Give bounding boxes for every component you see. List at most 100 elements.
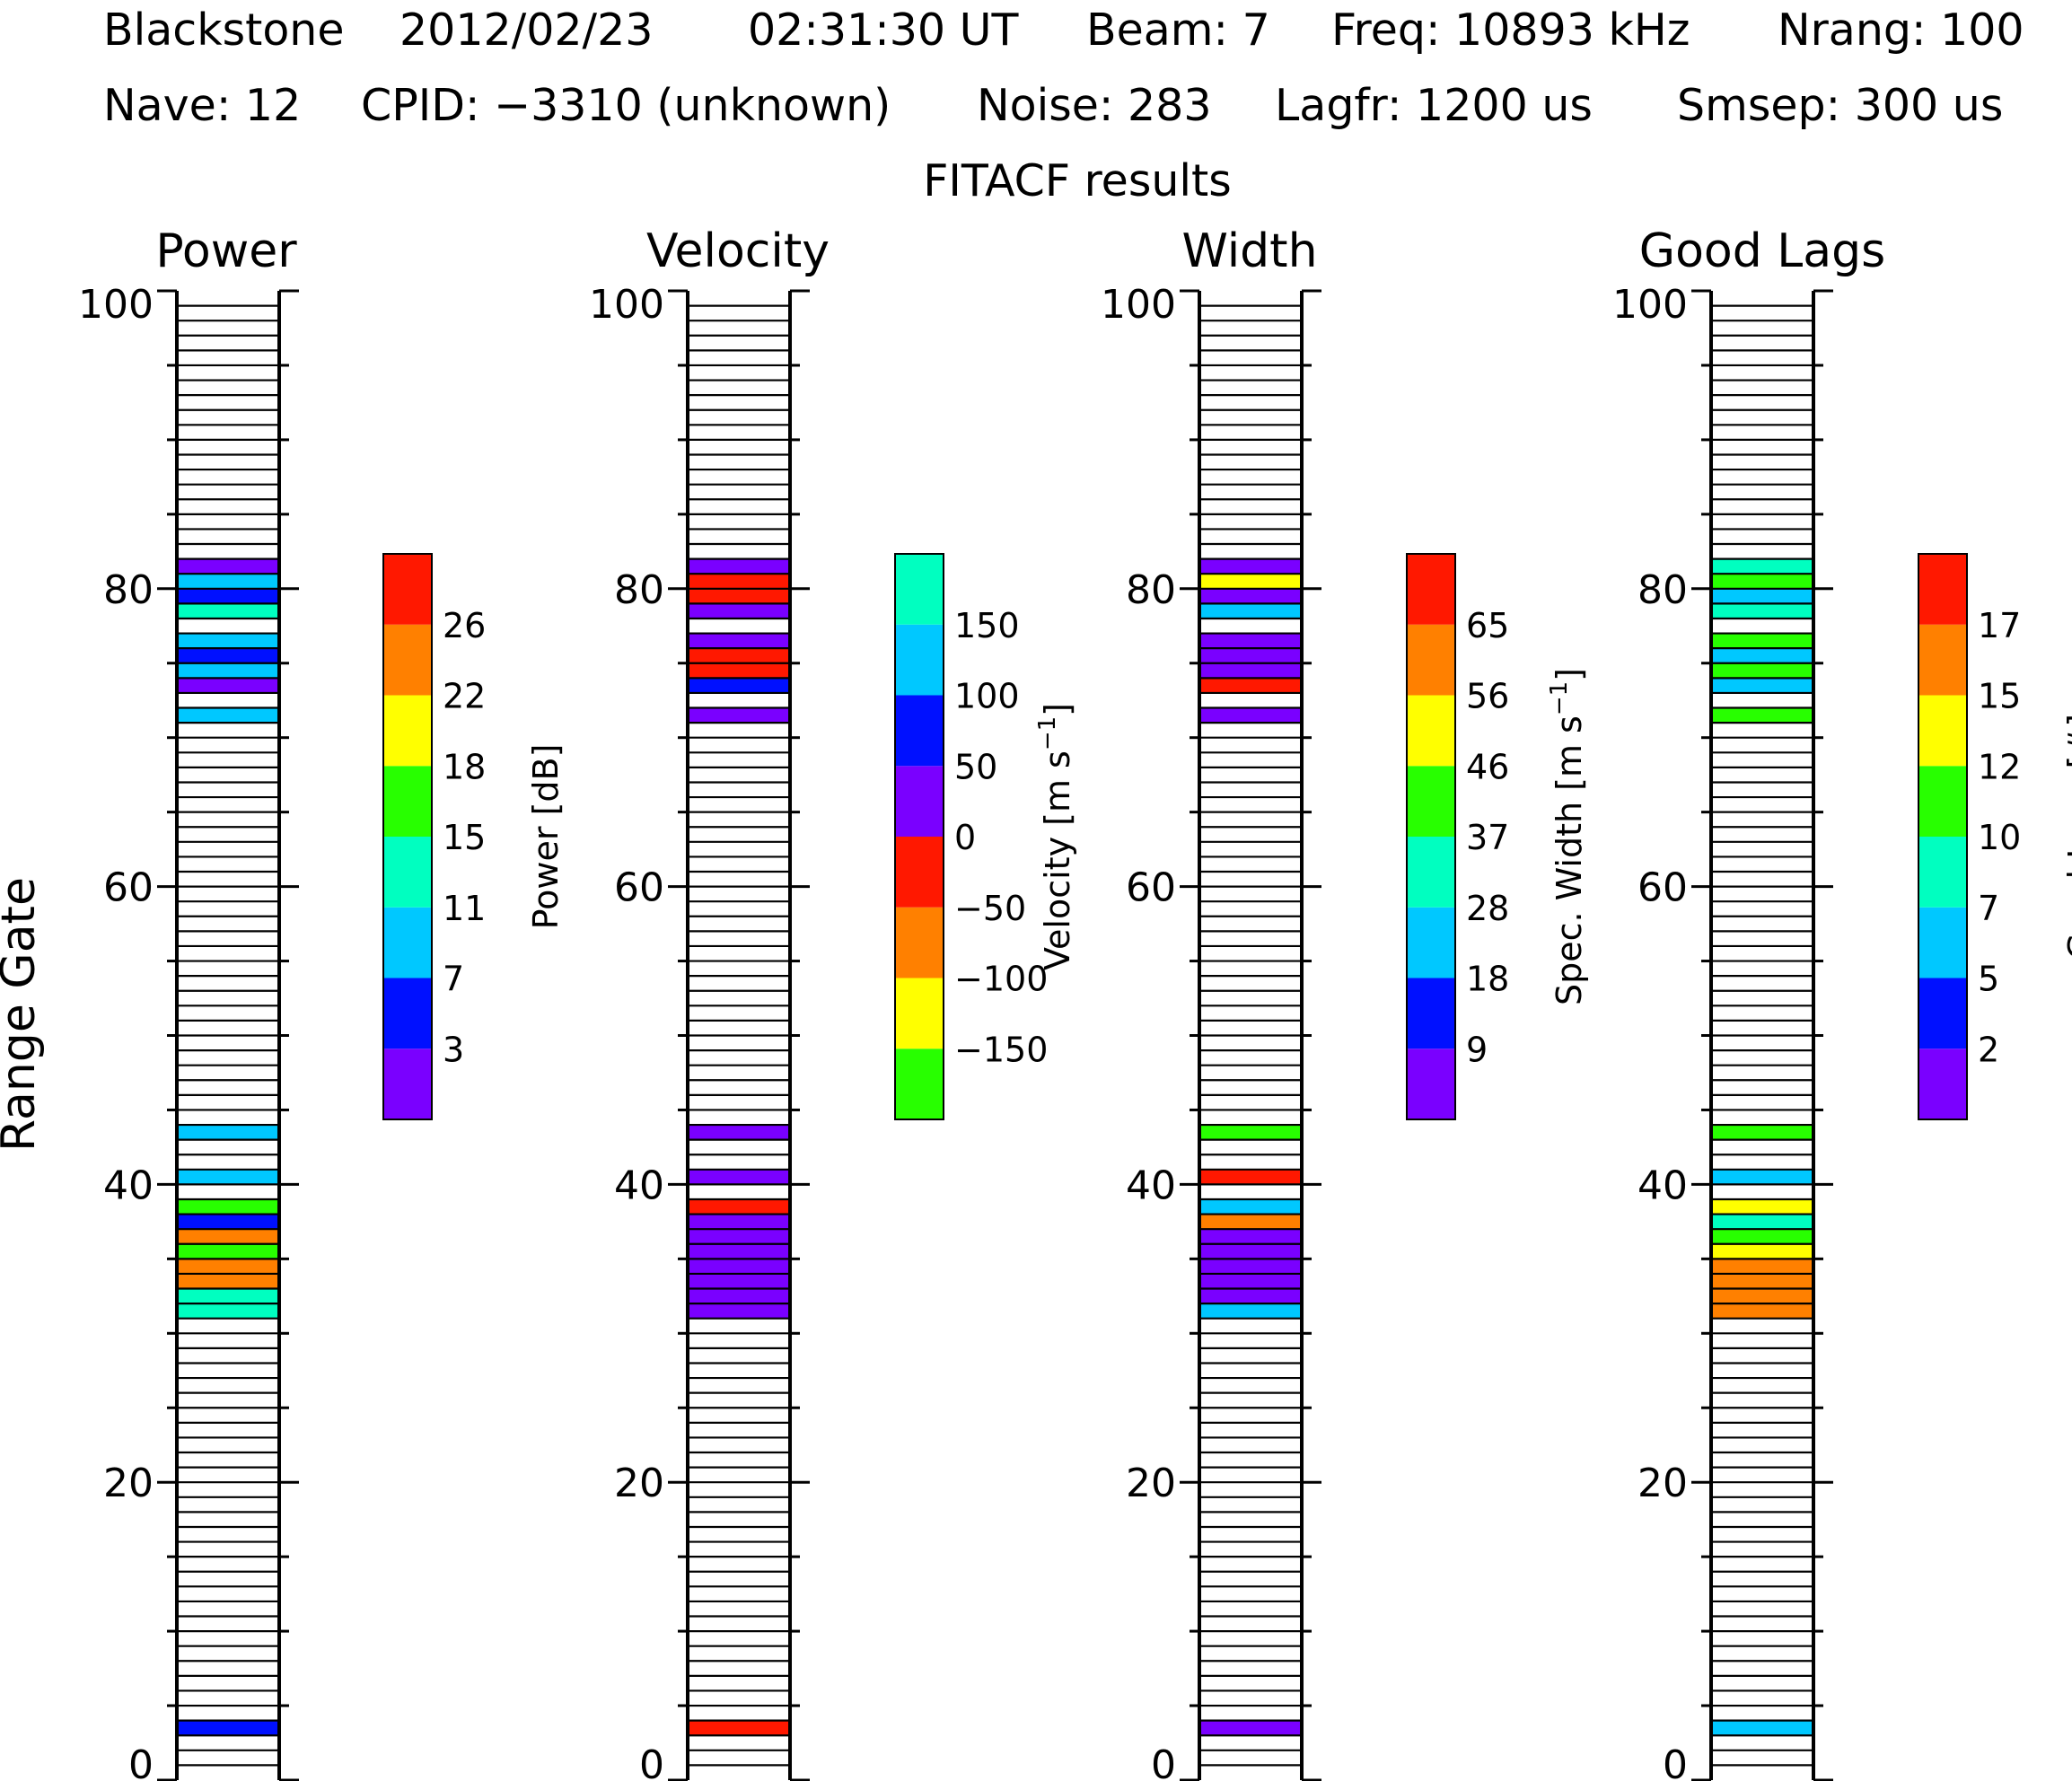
range-gate-cell [688,1198,790,1215]
range-gate-cell [1199,633,1302,649]
y-tick-label: 60 [1637,865,1688,911]
colorbar-tick-label: 15 [443,818,486,857]
colorbar-swatch [1407,624,1455,696]
range-gate-cell [1711,1214,1813,1230]
panel-velocity: Velocity 0 20 40 60 80 100 −150 −100 −50 0 50 100 150… [589,224,1077,1781]
range-gate-cell [177,1229,279,1244]
panel-width: Width 0 20 40 60 80 100 9 18 28 37 46 56 65 Spec. Widt… [1101,224,1589,1781]
y-tick-label: 40 [614,1162,664,1208]
colorbar-tick-label: 3 [443,1030,464,1069]
header-noise: Noise: 283 [977,80,1212,131]
range-gate-cell [688,633,790,649]
range-gate-cell [177,1214,279,1230]
colorbar-swatch [1407,837,1455,908]
range-gate-cell [1711,574,1813,589]
range-gate-cell [688,1214,790,1230]
y-tick-label: 60 [614,865,664,911]
range-gate-cell [1711,1198,1813,1215]
colorbar-tick-label: 22 [443,677,486,716]
header-results: FITACF results [923,155,1232,206]
colorbar-swatch [895,907,944,978]
colorbar-swatch [895,837,944,908]
range-gate-cell [177,633,279,649]
colorbar-tick-label: 0 [954,818,976,857]
range-gate-cell [177,1288,279,1304]
colorbar-swatch [895,624,944,696]
colorbar-swatch [895,766,944,837]
y-tick-label: 20 [1637,1461,1688,1506]
panel-power: Power 0 20 40 60 80 100 3 7 11 15 18 22 26 Power [dB] [78,224,566,1781]
colorbar-label: Good Lags [#] [2061,714,2072,960]
range-gate-cell [1199,1214,1302,1230]
range-gate-cell [1711,1125,1813,1140]
range-gate-cell [688,707,790,724]
range-gate-cell [1199,1198,1302,1215]
colorbar-swatch [383,695,432,767]
range-gate-cell [688,1259,790,1274]
range-gate-cell [1199,707,1302,724]
range-gate-cell [688,558,790,575]
range-gate-cell [1199,1288,1302,1304]
colorbar-swatch [1407,1048,1455,1119]
range-gate-cell [177,1125,279,1140]
y-tick-label: 20 [103,1461,154,1506]
range-gate-cell [1711,633,1813,649]
colorbar-frame [894,553,944,1120]
y-tick-label: 60 [1126,865,1176,911]
header-lagfr: Lagfr: 1200 us [1275,80,1593,131]
header: Blackstone 2012/02/23 02:31:30 UT Beam: … [103,4,2024,206]
y-tick-label: 100 [1101,282,1176,328]
y-tick-label: 0 [1663,1742,1688,1781]
range-gate-cell [1199,1259,1302,1274]
range-gate-cell [1199,1720,1302,1736]
range-gate-cell [688,1125,790,1140]
range-gate-cell [177,1243,279,1259]
y-tick-label: 20 [1126,1461,1176,1506]
colorbar-label: Power [dB] [526,744,566,930]
colorbar-tick-label: 12 [1978,747,2021,786]
colorbar-swatch [1918,978,1967,1049]
header-nrang: Nrang: 100 [1778,4,2024,56]
y-tick-label: 0 [639,1742,664,1781]
range-gate-cell [1711,707,1813,724]
range-gate-cell [177,558,279,575]
colorbar-frame [1406,553,1456,1120]
range-gate-cell [688,662,790,679]
colorbar-tick-label: 10 [1978,818,2021,857]
panel-title: Width [1181,224,1317,278]
range-gate-cell [688,678,790,693]
y-tick-label: 20 [614,1461,664,1506]
colorbar-tick-label: 5 [1978,960,1999,999]
y-tick-label: 100 [1612,282,1688,328]
range-gate-cell [688,1273,790,1289]
range-gate-cell [1711,1259,1813,1274]
y-tick-label: 60 [103,865,154,911]
range-gate-cell [1711,1720,1813,1736]
range-gate-cell [688,1720,790,1736]
colorbar-tick-label: 7 [443,960,464,999]
colorbar-swatch [383,907,432,978]
colorbar-tick-label: 9 [1466,1030,1488,1069]
range-gate-cell [1199,1169,1302,1185]
colorbar-label: Velocity [m s−1] [1034,703,1077,970]
range-gate-cell [1711,588,1813,604]
panel-title: Power [155,224,297,278]
header-date: 2012/02/23 [399,4,653,56]
header-station: Blackstone [103,4,345,56]
y-tick-label: 40 [103,1162,154,1208]
range-gate-cell [1711,678,1813,693]
colorbar-tick-label: 18 [1466,960,1509,999]
range-gate-cell [1711,662,1813,679]
colorbar-swatch [383,766,432,837]
colorbar-swatch [895,1048,944,1119]
header-cpid: CPID: −3310 (unknown) [361,80,891,131]
colorbar-tick-label: 50 [954,747,997,786]
colorbar-swatch [1918,766,1967,837]
range-gate-cell [688,1288,790,1304]
colorbar-swatch [383,1048,432,1119]
range-gate-cell [1711,1229,1813,1244]
y-axis-label: Range Gate [0,877,46,1152]
y-tick-label: 100 [589,282,664,328]
